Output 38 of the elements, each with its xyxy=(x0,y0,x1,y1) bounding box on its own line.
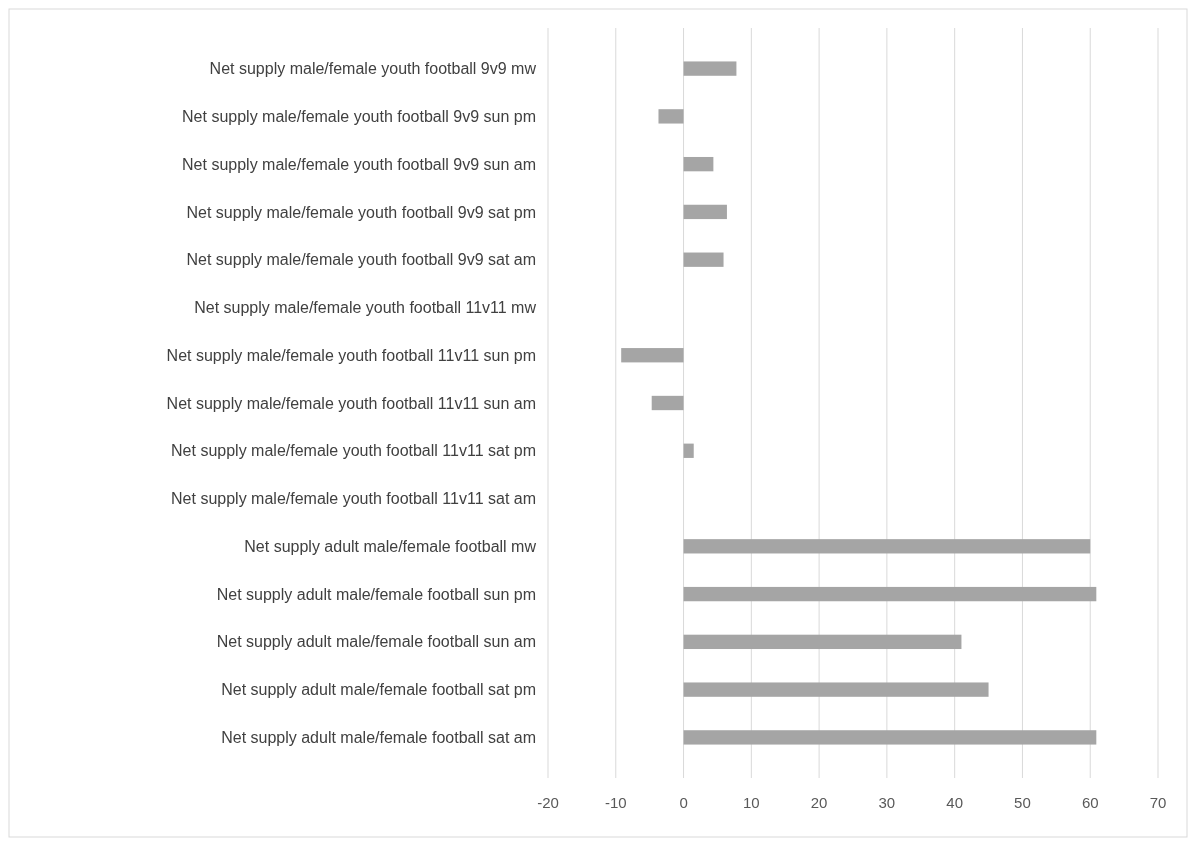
bar xyxy=(651,395,684,411)
bar xyxy=(683,539,1091,554)
bar xyxy=(683,586,1097,602)
y-tick-label: Net supply adult male/female football sat am xyxy=(221,728,536,746)
x-tick-label: 30 xyxy=(878,794,896,811)
bar xyxy=(683,252,724,267)
bar xyxy=(683,443,694,458)
x-tick-label: 60 xyxy=(1081,794,1099,811)
bar xyxy=(683,634,962,650)
y-tick-label: Net supply male/female youth football 11v11 sat pm xyxy=(171,442,536,460)
y-tick-label: Net supply male/female youth football 9v9 sat am xyxy=(186,251,536,269)
bar xyxy=(683,682,989,697)
x-tick-label: 20 xyxy=(810,794,828,811)
x-tick-label: -20 xyxy=(537,794,559,811)
y-tick-label: Net supply adult male/female football sat pm xyxy=(221,681,536,699)
y-tick-label: Net supply adult male/female football sun pm xyxy=(216,585,536,603)
bar xyxy=(621,348,684,363)
x-tick-label: 0 xyxy=(679,794,688,811)
y-tick-label: Net supply male/female youth football 11v11 sun am xyxy=(166,394,536,412)
x-tick-label: -10 xyxy=(604,794,627,811)
x-tick-label: 10 xyxy=(742,794,760,811)
bar xyxy=(658,109,684,124)
x-tick-label: 50 xyxy=(1014,794,1031,811)
y-tick-label: Net supply adult male/female football mw xyxy=(244,537,537,555)
bar xyxy=(683,156,714,172)
x-tick-label: 70 xyxy=(1149,794,1167,811)
x-tick-label: 40 xyxy=(946,794,964,811)
y-tick-label: Net supply male/female youth football 9v9 sat pm xyxy=(186,203,536,221)
y-tick-label: Net supply male/female youth football 9v9 sun am xyxy=(182,155,536,173)
y-tick-label: Net supply male/female youth football 11v11 mw xyxy=(194,299,537,317)
y-tick-label: Net supply male/female youth football 9v9 sun pm xyxy=(182,107,536,125)
y-tick-label: Net supply male/female youth football 11v11 sun pm xyxy=(166,346,536,364)
bar xyxy=(683,61,737,76)
y-tick-label: Net supply male/female youth football 9v9 mw xyxy=(209,60,537,78)
y-tick-label: Net supply adult male/female football sun am xyxy=(216,633,536,651)
bar xyxy=(683,204,727,220)
bar xyxy=(683,730,1097,745)
y-tick-label: Net supply male/female youth football 11v11 sat am xyxy=(171,490,536,508)
